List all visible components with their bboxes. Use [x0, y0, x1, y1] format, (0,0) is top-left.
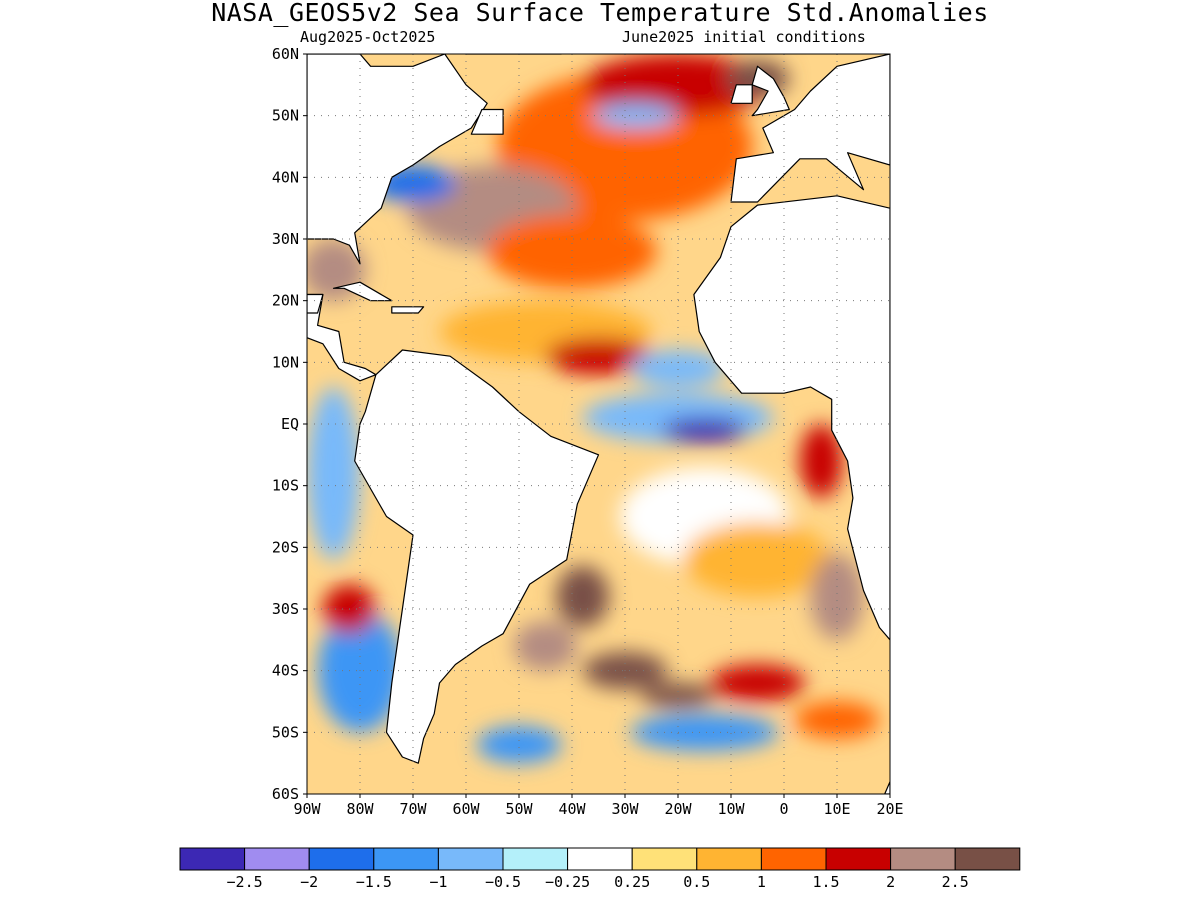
- colorbar-swatch: [825, 847, 892, 871]
- lon-tick-label: 40W: [558, 800, 586, 818]
- anomaly-field: [307, 54, 880, 764]
- colorbar-swatch: [502, 847, 569, 871]
- lat-tick-label: 20S: [272, 538, 299, 556]
- lon-tick-label: 50W: [505, 800, 533, 818]
- colorbar-swatch: [567, 847, 633, 871]
- lat-tick-label: 60S: [272, 785, 299, 803]
- yucatan-land: [307, 293, 324, 314]
- colorbar-tick-label: −0.25: [545, 873, 590, 891]
- anomaly-patch: [545, 337, 652, 375]
- colorbar-tick-label: −2.5: [227, 873, 263, 891]
- colorbar-swatch: [308, 847, 375, 871]
- anomaly-patch: [640, 683, 716, 708]
- lon-tick-label: 10W: [717, 800, 745, 818]
- hispaniola-land: [391, 306, 425, 314]
- colorbar-tick-label: −2: [300, 873, 318, 891]
- colorbar-tick-label: 1.5: [812, 873, 839, 891]
- anomaly-patch: [476, 726, 562, 764]
- lat-tick-label: EQ: [281, 415, 299, 433]
- anomaly-patch: [662, 417, 747, 443]
- anomaly-patch: [487, 214, 657, 289]
- colorbar-swatch: [890, 847, 956, 871]
- lon-tick-label: 80W: [346, 800, 374, 818]
- greenland-land: [465, 54, 563, 55]
- lon-tick-label: 30W: [611, 800, 639, 818]
- lat-tick-label: 30N: [272, 230, 299, 248]
- colorbar-swatch: [760, 847, 827, 871]
- colorbar-tick-label: 0.5: [683, 873, 710, 891]
- africa-land: [693, 195, 890, 641]
- lon-tick-label: 20E: [876, 800, 903, 818]
- anomaly-patch: [709, 664, 806, 702]
- lat-tick-label: 40N: [272, 168, 299, 186]
- latitude-axis: 60N 50N 40N 30N 20N 10N EQ 10S 20S 30S 40S 50S 60S: [272, 45, 307, 803]
- anomaly-patch: [593, 103, 678, 128]
- initial-conditions: June2025 initial conditions: [622, 28, 866, 46]
- lat-tick-label: 50S: [272, 723, 299, 741]
- forecast-period: Aug2025-Oct2025: [300, 28, 436, 46]
- anomaly-patch: [799, 424, 843, 498]
- lat-tick-label: 20N: [272, 292, 299, 310]
- colorbar-tick-label: −0.5: [485, 873, 521, 891]
- anomaly-patch: [556, 565, 610, 628]
- lat-tick-label: 10S: [272, 477, 299, 495]
- lon-tick-label: 70W: [399, 800, 427, 818]
- colorbar-tick-label: 1: [757, 873, 766, 891]
- colorbar-tick-label: 2.5: [942, 873, 969, 891]
- anomaly-patch: [582, 54, 774, 116]
- colorbar-swatch: [631, 847, 698, 871]
- madagascar-edge-land: [884, 781, 890, 794]
- colorbar-tick-label: 0.25: [614, 873, 650, 891]
- colorbar-tick-label: −1: [429, 873, 447, 891]
- lat-tick-label: 10N: [272, 353, 299, 371]
- europe-land: [730, 54, 890, 203]
- north-america-land: [307, 54, 488, 265]
- colorbar-swatch: [244, 847, 310, 871]
- graticule: [307, 54, 890, 794]
- longitude-axis: 90W 80W 70W 60W 50W 40W 30W 20W 10W 0 10E 20E: [293, 794, 904, 818]
- anomaly-patch: [513, 621, 578, 671]
- british-isles-land: [751, 65, 790, 117]
- lon-tick-label: 90W: [293, 800, 321, 818]
- anomaly-patch: [810, 553, 864, 640]
- colorbar-swatch: [437, 847, 504, 871]
- south-america-land: [354, 349, 600, 764]
- colorbar-tick-label: −1.5: [356, 873, 392, 891]
- lon-tick-label: 0: [779, 800, 788, 818]
- lon-tick-label: 20W: [664, 800, 692, 818]
- colorbar-swatch: [954, 847, 1021, 871]
- anomaly-patch: [683, 522, 832, 597]
- lat-tick-label: 40S: [272, 662, 299, 680]
- colorbar-swatch: [373, 847, 439, 871]
- lat-tick-label: 50N: [272, 107, 299, 125]
- newfoundland-land: [470, 108, 504, 135]
- colorbar-swatch: [696, 847, 762, 871]
- anomaly-patch: [630, 713, 779, 751]
- anomaly-patch: [630, 350, 726, 387]
- map-title: NASA_GEOS5v2 Sea Surface Temperature Std…: [211, 0, 989, 27]
- lon-tick-label: 10E: [823, 800, 850, 818]
- lon-tick-label: 60W: [452, 800, 480, 818]
- anomaly-patch: [307, 387, 360, 560]
- lat-tick-label: 30S: [272, 600, 299, 618]
- ireland-land: [730, 84, 753, 104]
- colorbar: [179, 847, 1021, 871]
- lat-tick-label: 60N: [272, 45, 299, 63]
- cuba-land: [332, 281, 393, 302]
- land-masses: [307, 54, 890, 794]
- colorbar-tick-label: 2: [886, 873, 895, 891]
- colorbar-labels: −2.5 −2 −1.5 −1 −0.5 −0.25 0.25 0.5 1 1.5 2 2.5: [227, 873, 969, 891]
- colorbar-swatch: [179, 847, 246, 871]
